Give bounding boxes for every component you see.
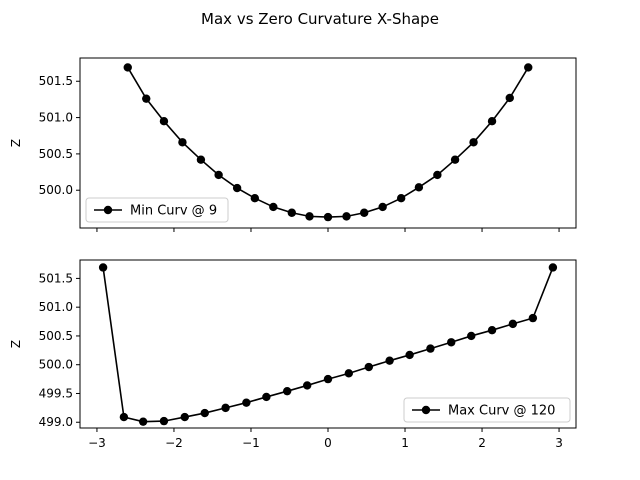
data-point (344, 369, 353, 378)
figure-title: Max vs Zero Curvature X-Shape (201, 10, 439, 28)
data-point (359, 208, 369, 217)
x-tick-label: −2 (165, 436, 183, 450)
data-point (242, 398, 251, 407)
y-axis-label: Z (9, 139, 23, 147)
data-point (342, 212, 351, 221)
data-point (433, 170, 442, 180)
data-point (469, 138, 478, 147)
x-tick-label: 2 (478, 436, 486, 450)
data-point (305, 212, 314, 221)
y-tick-label: 500.5 (39, 329, 73, 343)
y-tick-label: 501.5 (39, 74, 73, 88)
data-point (123, 63, 132, 72)
data-point (287, 208, 297, 217)
data-point (414, 183, 424, 192)
data-point (159, 416, 169, 426)
top-subplot: 500.0 500.5 501.0 501.5 Z Min Curv @ 9 (9, 57, 577, 232)
legend-label: Min Curv @ 9 (130, 204, 217, 219)
data-point (214, 170, 223, 180)
data-point (196, 155, 206, 164)
y-tick-label: 500.0 (39, 183, 73, 197)
data-point (178, 138, 187, 147)
bottom-subplot: −3 −2 −1 0 1 2 3 499.0 499.5 500.0 500.5 501.0 501.5… (9, 259, 577, 450)
data-point (282, 386, 292, 396)
data-point (138, 417, 148, 426)
data-point (323, 212, 333, 222)
x-tick-label: 3 (555, 436, 563, 450)
data-point (232, 183, 242, 193)
data-point (524, 63, 533, 72)
x-tick-label: 1 (401, 436, 409, 450)
data-point (262, 392, 271, 402)
y-tick-label: 501.5 (39, 271, 73, 285)
data-point (505, 93, 514, 103)
x-tick-label: −3 (88, 436, 106, 450)
data-point (450, 155, 460, 164)
data-point (378, 202, 387, 212)
y-tick-label: 501.0 (39, 111, 73, 125)
data-point (159, 117, 169, 126)
legend: Max Curv @ 120 (403, 397, 571, 423)
data-point (508, 319, 518, 329)
y-tick-label: 500.5 (39, 147, 73, 161)
data-point (426, 344, 435, 353)
data-point (221, 403, 230, 413)
data-point (200, 408, 209, 418)
data-point (323, 374, 333, 384)
data-point (447, 338, 456, 347)
legend-marker (421, 405, 431, 415)
data-point (98, 263, 108, 272)
y-axis-label: Z (9, 340, 23, 348)
data-point (396, 194, 406, 203)
data-point (528, 313, 538, 323)
y-tick-label: 500.0 (39, 358, 73, 372)
data-point (142, 94, 151, 103)
data-point (385, 356, 394, 365)
data-point (269, 202, 278, 212)
data-point (364, 362, 374, 372)
data-point (487, 325, 497, 335)
data-point (250, 194, 260, 203)
legend-box (403, 397, 571, 423)
data-point (487, 117, 497, 126)
data-point (303, 381, 312, 390)
legend-label: Max Curv @ 120 (448, 404, 555, 419)
legend: Min Curv @ 9 (85, 197, 229, 223)
data-point (405, 350, 414, 360)
y-tick-label: 499.0 (39, 415, 73, 429)
x-tick-label: 0 (324, 436, 332, 450)
data-point (180, 412, 189, 422)
data-point (467, 331, 476, 341)
legend-marker (103, 205, 113, 215)
legend-box (85, 197, 229, 223)
x-tick-label: −1 (242, 436, 260, 450)
data-point (119, 412, 129, 422)
y-tick-label: 499.5 (39, 386, 73, 400)
data-point (548, 263, 558, 272)
y-tick-label: 501.0 (39, 300, 73, 314)
